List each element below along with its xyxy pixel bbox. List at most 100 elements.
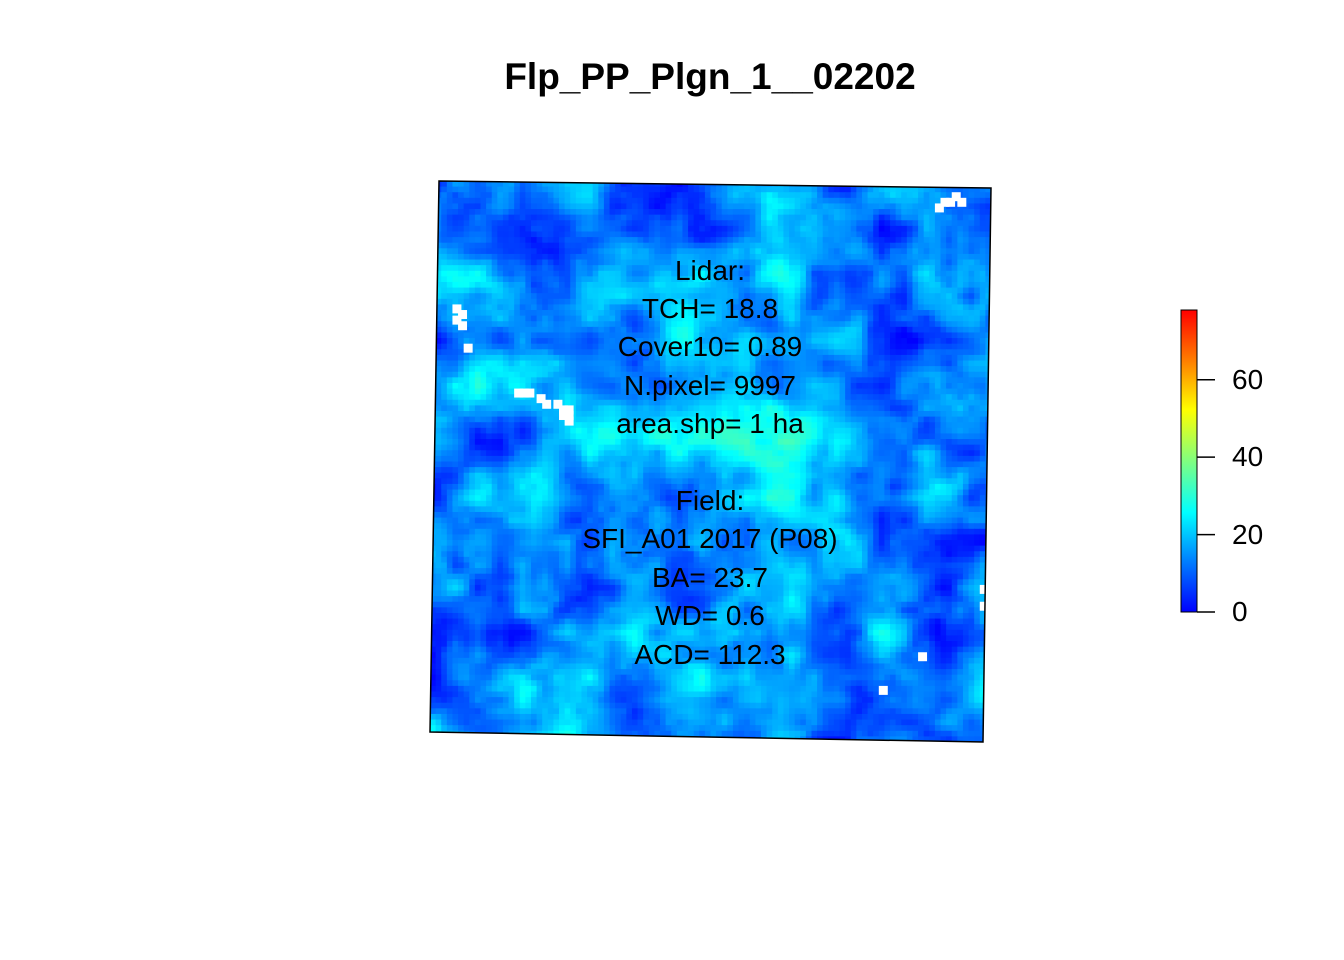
raster-cell (789, 186, 796, 193)
raster-cell (463, 439, 470, 446)
raster-cell (845, 455, 852, 463)
raster-cell (559, 394, 566, 401)
raster-cell (738, 405, 745, 412)
raster-cell (704, 382, 712, 390)
raster-cell (575, 326, 583, 334)
raster-cell (682, 248, 689, 255)
raster-cell (929, 192, 936, 199)
raster-cell (598, 411, 605, 418)
raster-cell (817, 332, 824, 339)
raster-cell (716, 231, 723, 238)
raster-cell (727, 265, 734, 272)
raster-cell (699, 399, 706, 406)
raster-cell (497, 192, 504, 199)
raster-cell (755, 265, 762, 272)
raster-cell (867, 287, 874, 294)
raster-cell (474, 281, 482, 289)
raster-cell (878, 248, 886, 255)
raster-cell (951, 444, 958, 451)
raster-cell (508, 259, 515, 266)
raster-cell (441, 399, 448, 406)
raster-cell (637, 281, 644, 289)
raster-cell (631, 439, 639, 446)
raster-cell (789, 281, 796, 289)
raster-cell (918, 304, 925, 311)
raster-cell (777, 220, 785, 227)
raster-cell (766, 259, 773, 266)
raster-cell (951, 343, 958, 350)
raster-cell (934, 326, 942, 334)
raster-cell (430, 310, 437, 317)
raster-cell (514, 444, 521, 451)
raster-cell (901, 343, 908, 350)
raster-cell (727, 366, 734, 373)
raster-cell (906, 225, 914, 233)
raster-cell (800, 354, 807, 362)
raster-cell (575, 281, 583, 289)
raster-cell (974, 293, 981, 300)
raster-cell (547, 304, 555, 311)
raster-cell (497, 444, 504, 451)
raster-cell (716, 315, 723, 322)
raster-cell (861, 276, 869, 283)
raster-cell (710, 360, 717, 367)
raster-cell (912, 214, 919, 221)
raster-cell (777, 405, 785, 412)
raster-cell (822, 304, 829, 311)
raster-cell (710, 231, 717, 238)
raster-cell (850, 186, 857, 193)
raster-cell (587, 248, 594, 255)
raster-cell (536, 287, 543, 294)
raster-cell (441, 287, 448, 294)
raster-cell (918, 360, 925, 367)
raster-cell (446, 265, 454, 272)
raster-cell (845, 382, 852, 390)
raster-cell (598, 382, 605, 390)
raster-cell (654, 388, 661, 395)
raster-cell (603, 192, 611, 199)
raster-cell (789, 192, 796, 199)
raster-cell (519, 214, 526, 221)
raster-cell (699, 377, 706, 384)
raster-cell (559, 248, 566, 255)
raster-cell (732, 382, 740, 390)
raster-cell (906, 394, 914, 401)
raster-cell (463, 203, 470, 210)
raster-cell (704, 265, 712, 272)
raster-cell (805, 332, 813, 339)
raster-cell (587, 276, 594, 283)
raster-cell (609, 315, 616, 322)
raster-cell (850, 433, 857, 440)
raster-cell (783, 203, 790, 210)
raster-cell (912, 231, 919, 238)
raster-cell (502, 338, 510, 345)
raster-cell (458, 203, 465, 210)
raster-cell (867, 220, 874, 227)
raster-cell (817, 388, 824, 395)
raster-cell (968, 433, 975, 440)
raster-cell (805, 338, 813, 345)
raster-cell (979, 427, 986, 435)
raster-cell (794, 248, 801, 255)
raster-cell (766, 265, 773, 272)
raster-cell (946, 366, 953, 373)
raster-cell (710, 416, 717, 423)
raster-cell (682, 399, 689, 406)
raster-cell (934, 332, 942, 339)
raster-cell (648, 332, 655, 339)
raster-cell (727, 388, 734, 395)
raster-cell (749, 197, 756, 205)
raster-cell (789, 394, 796, 401)
raster-cell (581, 192, 588, 199)
raster-cell (654, 405, 661, 412)
raster-cell (828, 225, 835, 233)
raster-cell (525, 399, 532, 406)
raster-cell (699, 371, 706, 378)
raster-cell (502, 411, 510, 418)
raster-cell (732, 293, 740, 300)
raster-cell (626, 304, 633, 311)
raster-cell (525, 310, 532, 317)
raster-cell (598, 242, 605, 249)
raster-cell (850, 354, 857, 362)
raster-cell (631, 394, 639, 401)
